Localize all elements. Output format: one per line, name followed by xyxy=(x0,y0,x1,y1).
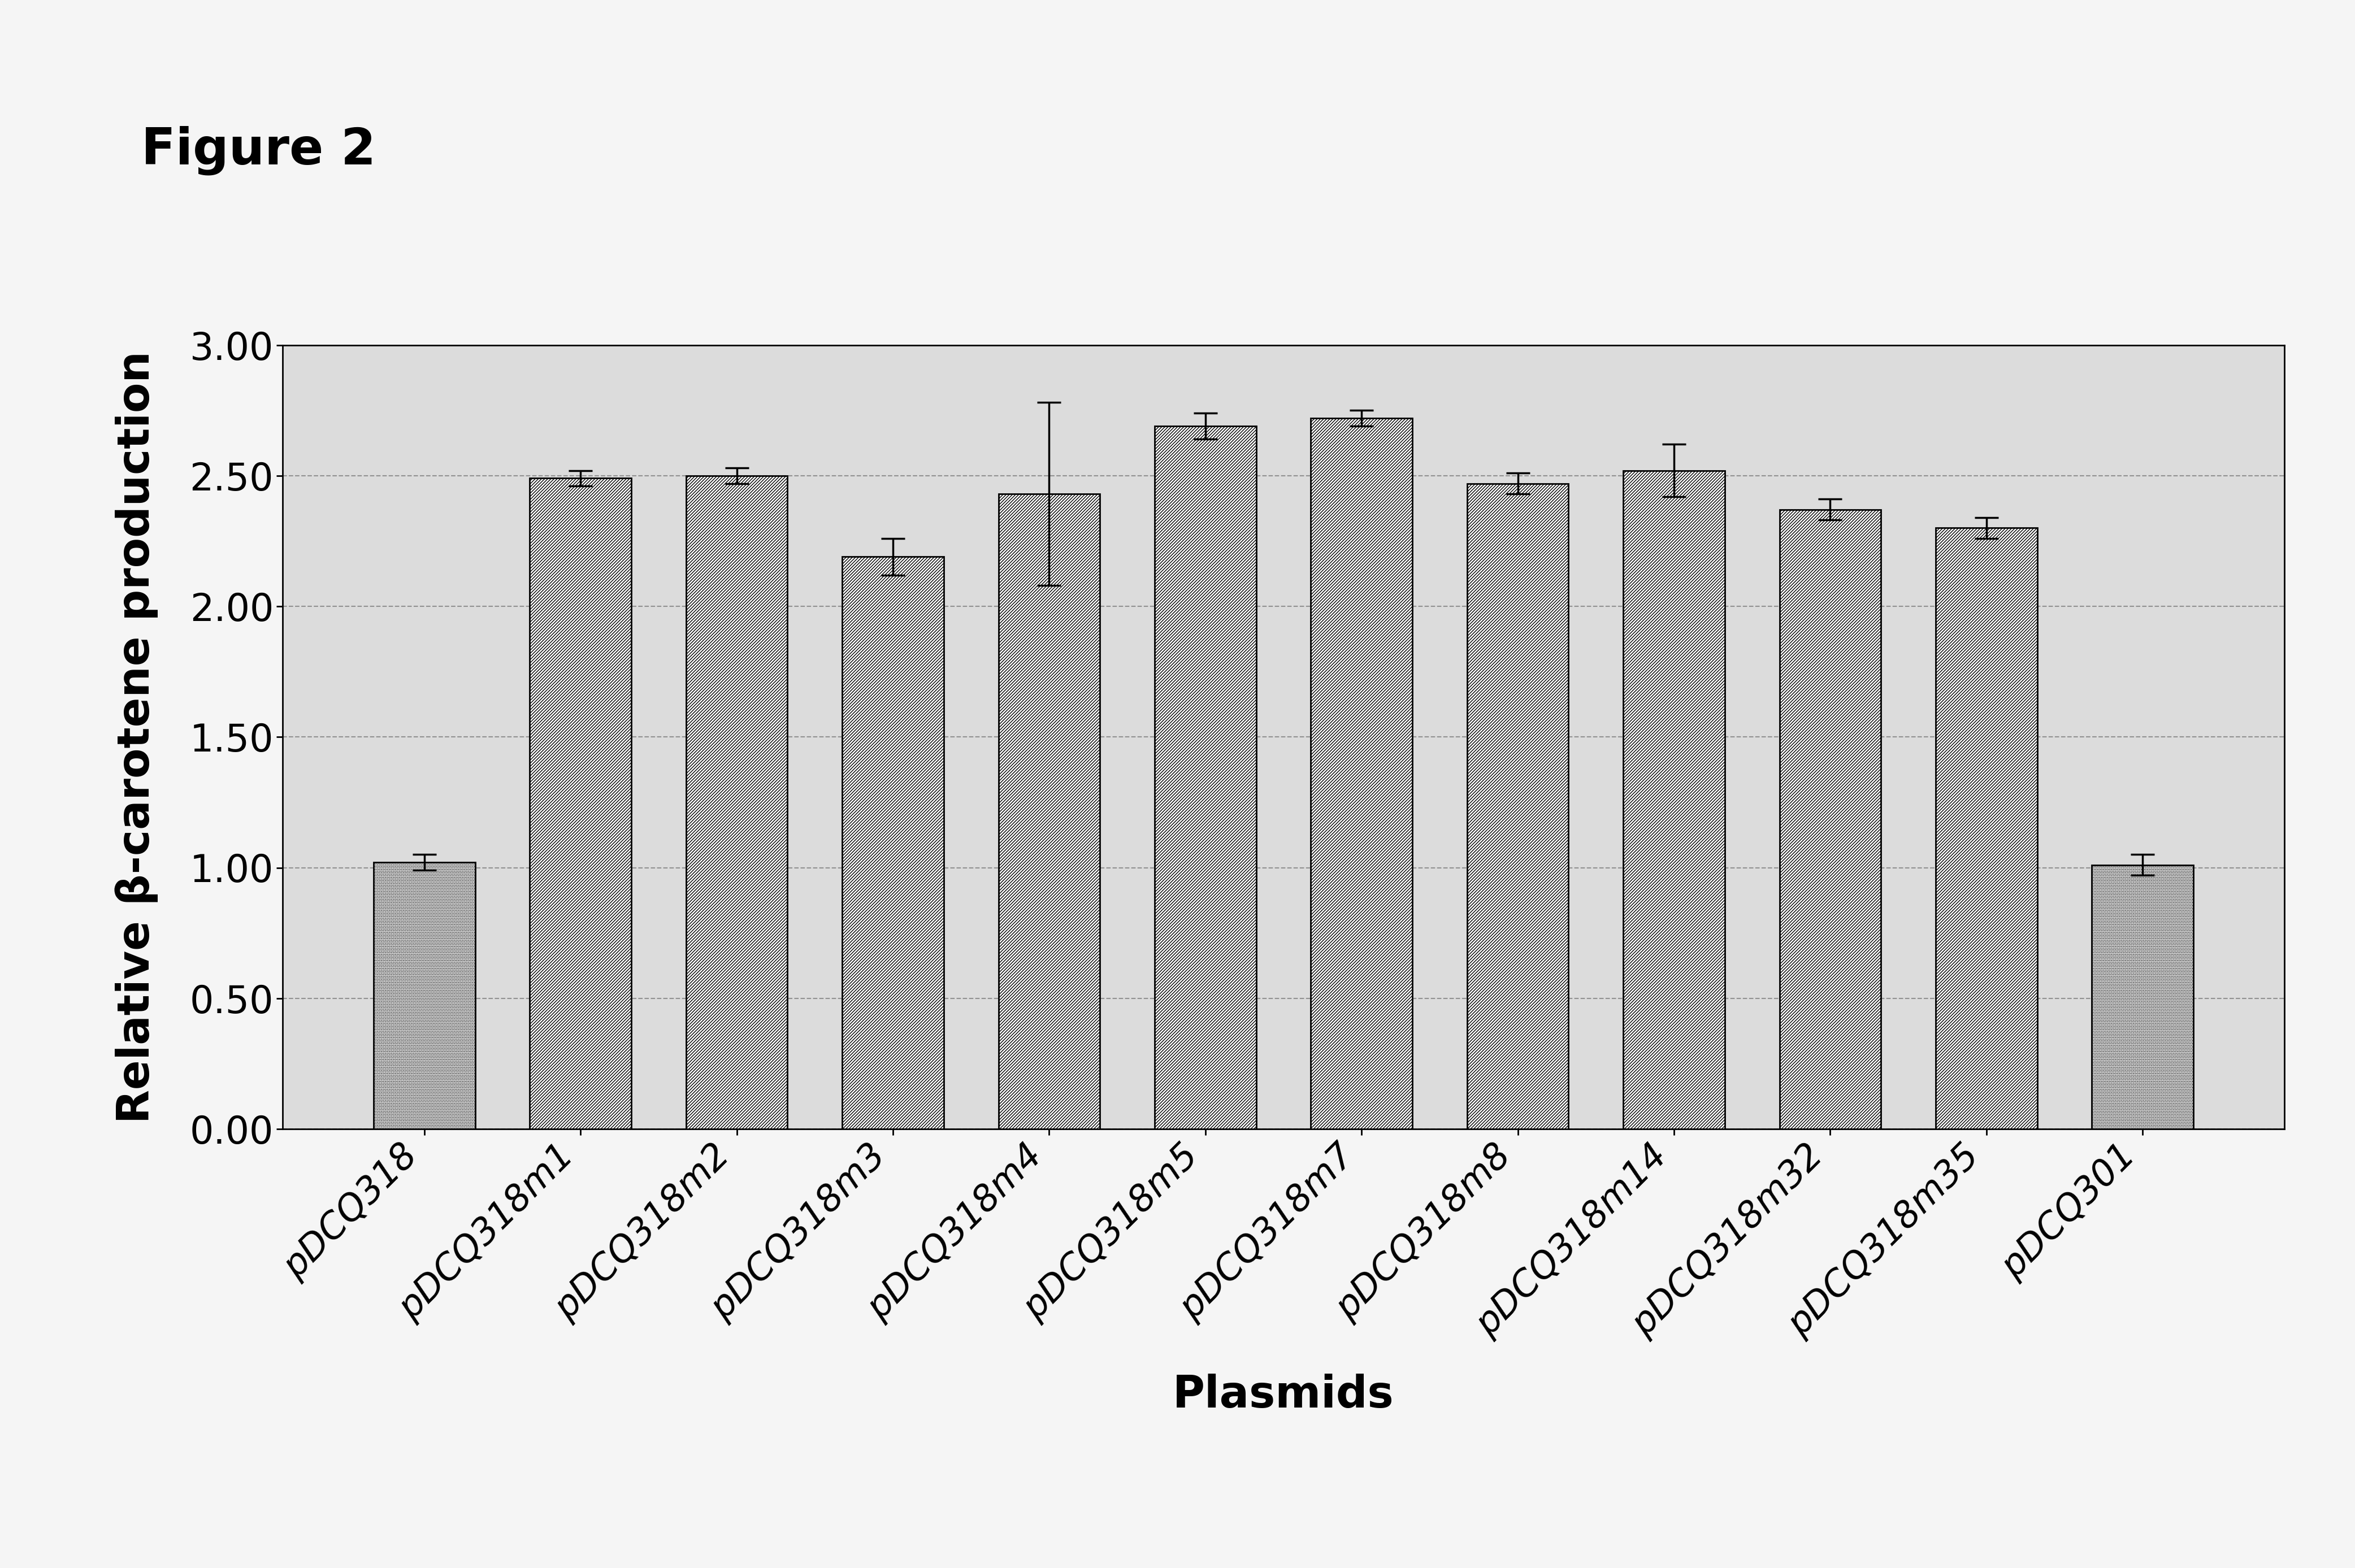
Bar xyxy=(1467,483,1568,1129)
Y-axis label: Relative β-carotene production: Relative β-carotene production xyxy=(115,351,158,1123)
Bar xyxy=(530,478,631,1129)
Bar xyxy=(2091,866,2193,1129)
X-axis label: Plasmids: Plasmids xyxy=(1173,1374,1394,1417)
Bar xyxy=(374,862,476,1129)
Bar xyxy=(1623,470,1724,1129)
Bar xyxy=(1936,528,2037,1129)
Bar xyxy=(1780,510,1882,1129)
Bar xyxy=(999,494,1100,1129)
Bar xyxy=(685,475,787,1129)
Text: Figure 2: Figure 2 xyxy=(141,125,377,176)
Bar xyxy=(1312,419,1413,1129)
Bar xyxy=(1154,426,1255,1129)
Bar xyxy=(843,557,944,1129)
